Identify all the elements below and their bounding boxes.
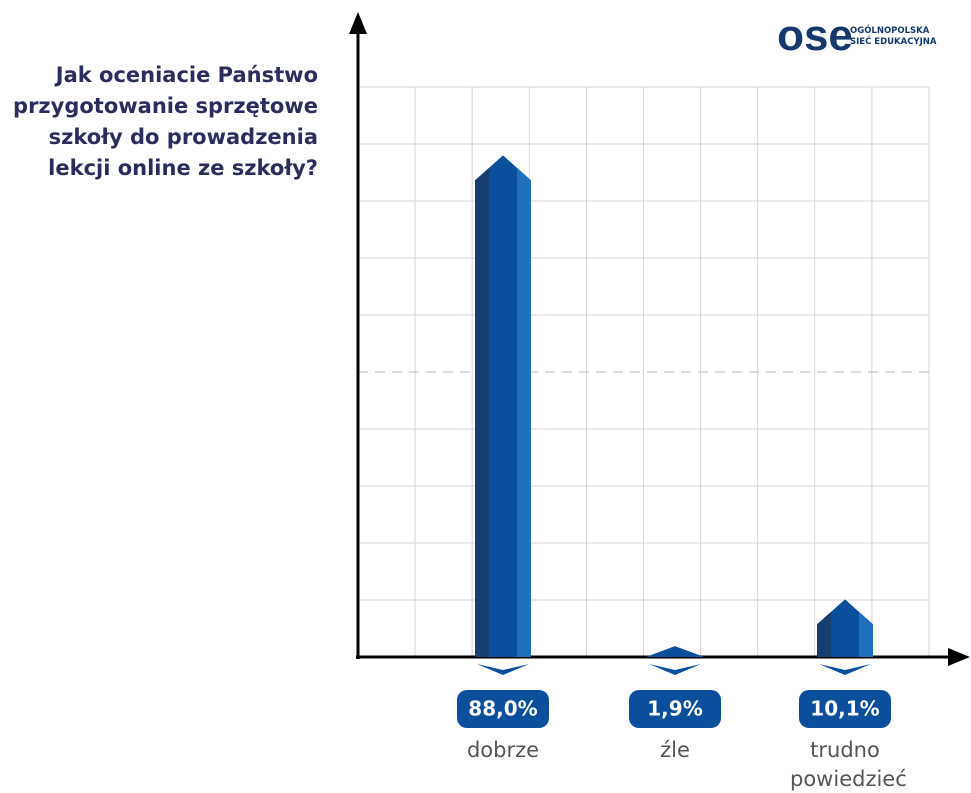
bar-shade-right — [689, 656, 703, 657]
x-tick-label: źle — [660, 738, 690, 762]
logo-mark: ose — [777, 11, 853, 60]
value-label: 1,9% — [647, 697, 702, 721]
x-tick-label: dobrze — [466, 738, 540, 762]
logo-line: OGÓLNOPOLSKA — [850, 24, 930, 36]
bar-shade-left — [475, 167, 489, 657]
bar-shade-right — [859, 611, 873, 657]
chart-title: Jak oceniacie Państwo przygotowanie sprz… — [13, 63, 318, 180]
bar-shade-right — [517, 167, 531, 657]
chevron — [649, 664, 701, 675]
chevron — [477, 664, 529, 675]
value-pill — [799, 690, 891, 728]
value-label: 10,1% — [810, 697, 879, 721]
logo-line: SIEĆ EDUKACYJNA — [850, 35, 937, 47]
y-axis-arrow — [349, 12, 367, 34]
chevron — [819, 664, 871, 675]
bar-shade-left — [817, 611, 831, 657]
bar-shade-left — [647, 656, 661, 657]
value-pill — [457, 690, 549, 728]
x-axis-arrow — [948, 648, 970, 666]
bar — [647, 646, 703, 657]
x-tick-label: trudno powiedzieć — [790, 738, 907, 791]
value-pill — [629, 690, 721, 728]
value-label: 88,0% — [468, 697, 537, 721]
